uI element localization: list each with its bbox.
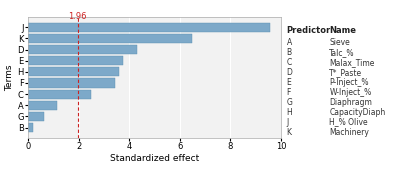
Bar: [28, 56, 123, 65]
Text: Diaphragm: Diaphragm: [329, 98, 372, 107]
Text: F: F: [287, 88, 291, 97]
Text: H_% Olive: H_% Olive: [329, 118, 368, 127]
Bar: [28, 45, 137, 54]
Text: D: D: [287, 68, 293, 77]
Text: A: A: [287, 38, 292, 47]
Text: E: E: [287, 78, 292, 87]
Text: B: B: [287, 48, 292, 57]
Text: Malax_Time: Malax_Time: [329, 58, 375, 67]
Text: Machinery: Machinery: [329, 128, 369, 137]
Bar: [28, 23, 270, 32]
Text: J: J: [287, 118, 289, 127]
Text: G: G: [287, 98, 293, 107]
Y-axis label: Terms: Terms: [6, 64, 14, 91]
Bar: [28, 90, 91, 99]
Text: K: K: [287, 128, 292, 137]
Bar: [28, 101, 57, 110]
Text: C: C: [287, 58, 292, 67]
Text: Sieve: Sieve: [329, 38, 350, 47]
Text: P-Inject_%: P-Inject_%: [329, 78, 369, 87]
Text: Predictor: Predictor: [287, 26, 331, 35]
Text: CapacityDiaph: CapacityDiaph: [329, 108, 386, 117]
Text: Talc_%: Talc_%: [329, 48, 355, 57]
Bar: [28, 78, 115, 88]
Bar: [28, 112, 44, 121]
Text: T*_Paste: T*_Paste: [329, 68, 362, 77]
X-axis label: Standardized effect: Standardized effect: [110, 154, 199, 163]
Text: W-Inject_%: W-Inject_%: [329, 88, 372, 97]
Bar: [28, 123, 32, 132]
Text: Name: Name: [329, 26, 356, 35]
Text: H: H: [287, 108, 292, 117]
Bar: [28, 67, 119, 76]
Bar: [28, 34, 192, 43]
Text: 1.96: 1.96: [68, 12, 87, 21]
